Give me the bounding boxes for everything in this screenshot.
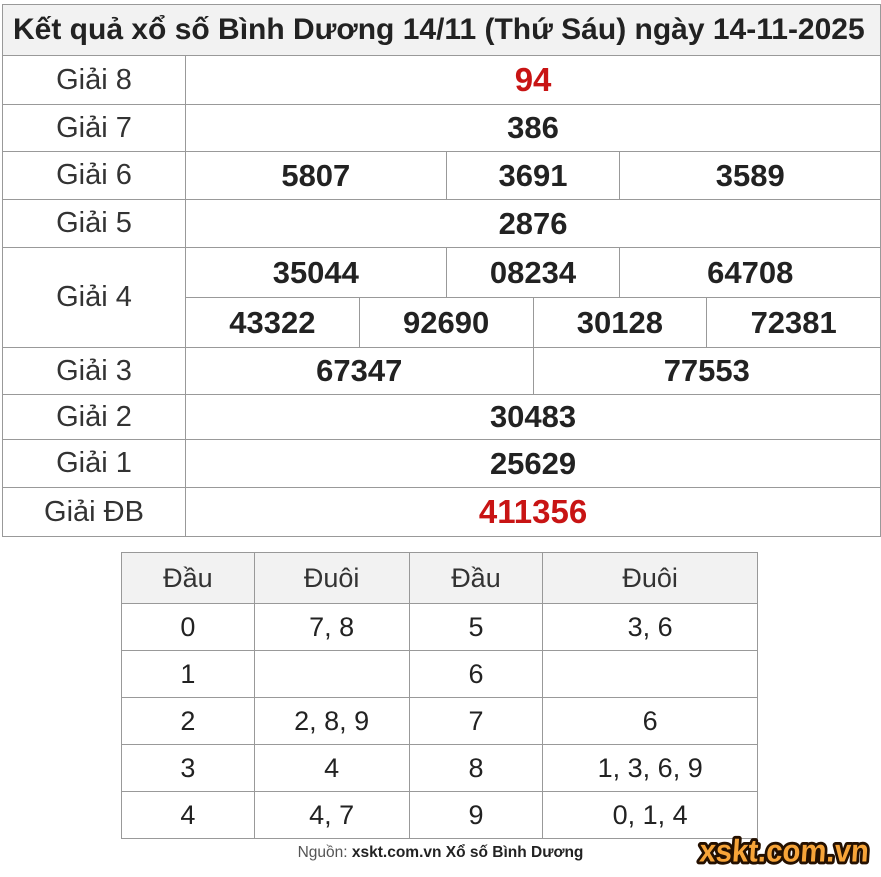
svg-text:xskt.com.vn: xskt.com.vn [698,834,870,869]
